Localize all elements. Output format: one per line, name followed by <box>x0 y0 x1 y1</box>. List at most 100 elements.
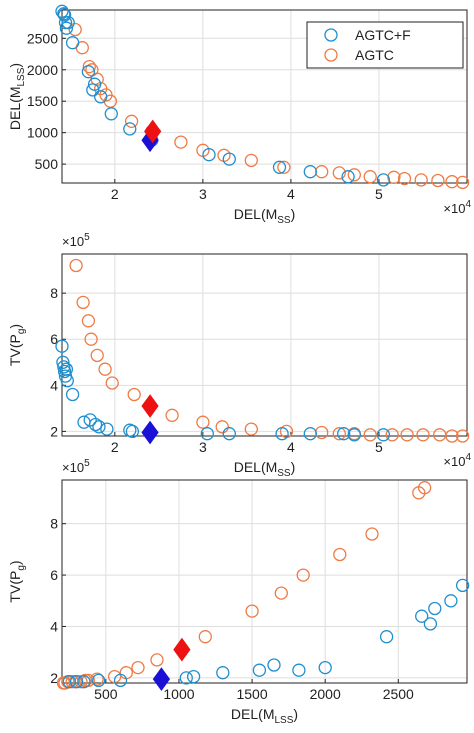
data-point <box>179 671 193 685</box>
data-point <box>222 152 236 166</box>
data-point <box>68 22 82 37</box>
data-point <box>244 422 258 436</box>
legend-swatch <box>324 48 338 62</box>
x-tick-label: 500 <box>94 686 118 702</box>
data-point <box>332 166 346 180</box>
agtc-diamond-marker <box>141 394 159 418</box>
legend-label: AGTC+F <box>355 27 411 43</box>
data-point <box>385 428 399 442</box>
x-tick-label: 2 <box>111 439 119 455</box>
data-point <box>341 170 355 184</box>
data-point <box>332 427 346 441</box>
data-point <box>90 348 104 363</box>
data-point <box>333 547 347 562</box>
data-point <box>202 148 216 162</box>
data-point <box>60 374 74 388</box>
data-point <box>196 415 210 429</box>
data-point <box>123 122 137 136</box>
y-axis-label: TV(Pg) <box>7 324 27 366</box>
data-point <box>379 630 394 644</box>
data-point <box>445 175 459 189</box>
chart-2: 2 3 4 5 2 4 6 8 DEL(MSS) TV(Pg) ×104 ×105 <box>7 232 471 479</box>
data-point <box>55 339 69 353</box>
data-point <box>69 675 84 689</box>
data-point <box>455 175 470 190</box>
data-point <box>423 617 438 631</box>
y-tick-label: 500 <box>35 156 59 172</box>
data-point <box>76 295 90 310</box>
agtc-diamond-marker <box>144 119 162 144</box>
data-point <box>86 83 100 97</box>
data-point <box>222 427 236 441</box>
data-point <box>292 663 306 677</box>
x-exponent-label: ×104 <box>443 199 471 216</box>
data-point <box>100 422 114 436</box>
data-point <box>414 173 428 187</box>
data-point <box>186 669 201 684</box>
axes-frame <box>61 253 468 437</box>
x-tick-label: 4 <box>287 439 295 455</box>
x-tick-label: 3 <box>199 439 207 455</box>
data-point <box>56 355 70 369</box>
data-point <box>444 594 458 608</box>
data-point <box>81 314 96 328</box>
data-point <box>431 173 445 188</box>
data-point <box>363 428 377 442</box>
data-point <box>245 604 259 618</box>
x-tick-label: 4 <box>287 186 295 202</box>
data-point <box>318 660 332 675</box>
data-point <box>347 428 361 442</box>
data-point <box>98 362 112 376</box>
y-exponent-label: ×105 <box>62 458 90 475</box>
y-tick-label: 4 <box>50 618 58 634</box>
axes-frame <box>61 9 468 184</box>
data-point <box>81 65 96 79</box>
data-point <box>387 170 401 184</box>
data-point <box>417 481 432 495</box>
data-point <box>150 653 164 667</box>
data-point <box>215 420 229 434</box>
data-point <box>59 21 74 35</box>
plot-area <box>62 480 467 683</box>
data-point <box>198 630 212 644</box>
y-tick-label: 1500 <box>27 93 58 109</box>
data-point <box>455 429 470 443</box>
data-point <box>267 658 281 672</box>
data-point <box>416 428 430 442</box>
data-point <box>216 666 230 680</box>
x-tick-label: 2 <box>111 186 119 202</box>
data-point <box>57 364 72 379</box>
x-tick-label: 5 <box>375 439 383 455</box>
data-point <box>365 527 379 541</box>
data-point <box>455 578 470 593</box>
data-point <box>125 424 140 439</box>
data-point <box>104 107 118 121</box>
data-point <box>88 417 103 432</box>
legend-swatch <box>324 28 338 42</box>
legend-label: AGTC <box>355 47 394 63</box>
chart-1: 2 3 4 5 500 1000 1500 2000 2500 DEL(MSS) DEL(MLSS)… <box>7 4 471 226</box>
legend: AGTC+F AGTC <box>306 21 464 69</box>
plot-area <box>62 254 467 436</box>
x-axis-label: DEL(MSS) <box>234 206 296 226</box>
data-point <box>244 153 258 168</box>
data-point <box>69 258 83 273</box>
data-point <box>165 408 179 422</box>
y-tick-label: 8 <box>50 516 58 532</box>
data-point <box>127 387 141 402</box>
data-point <box>65 387 80 402</box>
data-point <box>57 360 71 374</box>
data-point <box>347 168 361 182</box>
data-point <box>275 427 289 441</box>
y-tick-label: 2000 <box>27 62 58 78</box>
data-point <box>277 160 291 174</box>
y-tick-label: 2 <box>50 423 58 439</box>
x-tick-label: 2500 <box>383 686 414 702</box>
y-axis-label: DEL(MLSS) <box>7 63 27 130</box>
y-tick-label: 1000 <box>27 125 58 141</box>
y-tick-label: 4 <box>50 377 58 393</box>
y-tick-label: 6 <box>50 331 58 347</box>
y-axis-label: TV(Pg) <box>7 560 27 602</box>
x-tick-label: 1500 <box>236 686 267 702</box>
